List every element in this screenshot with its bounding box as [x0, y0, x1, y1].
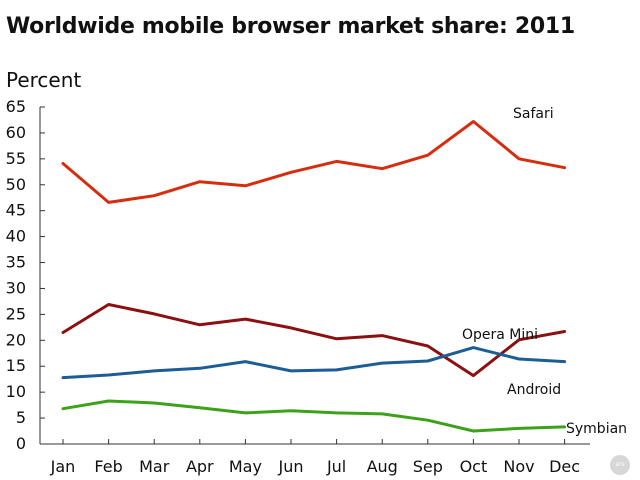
- series-line-opera-mini: [61, 346, 567, 380]
- series-label-android: Android: [507, 382, 561, 398]
- y-tick-label: 35: [6, 253, 26, 272]
- x-tick-label: Feb: [94, 457, 122, 476]
- x-tick-label: May: [229, 457, 262, 476]
- y-tick-label: 65: [6, 97, 26, 116]
- x-tick-label: Nov: [503, 457, 534, 476]
- x-tick-label: Sep: [413, 457, 443, 476]
- y-tick-label: 30: [6, 278, 26, 297]
- y-tick-label: 15: [6, 356, 26, 375]
- y-tick-label: 40: [6, 227, 26, 246]
- axes: 0 5 10 15 20 25 30 35 40 45 50 55 60 65 Jan Feb Mar Apr Ma…: [6, 97, 590, 476]
- y-tick-label: 60: [6, 123, 26, 142]
- y-tick-label: 45: [6, 201, 26, 220]
- series-label-opera-mini: Opera Mini: [462, 327, 538, 343]
- y-tick-label: 55: [6, 149, 26, 168]
- x-tick-label: Oct: [460, 457, 488, 476]
- y-tick-label: 0: [16, 434, 26, 453]
- series-label-symbian: Symbian: [566, 421, 627, 437]
- y-tick-label: 25: [6, 304, 26, 323]
- y-tick-label: 5: [16, 408, 26, 427]
- chart-title: Worldwide mobile browser market share: 2…: [6, 14, 575, 39]
- x-tick-label: Dec: [549, 457, 580, 476]
- y-tick-label: 10: [6, 382, 26, 401]
- series-line-symbian: [61, 399, 567, 433]
- x-tick-label: Mar: [139, 457, 170, 476]
- x-tick-label: Jul: [326, 457, 346, 476]
- x-tick-label: Apr: [186, 457, 214, 476]
- series-label-safari: Safari: [513, 106, 554, 122]
- x-tick-label: Jun: [278, 457, 304, 476]
- y-tick-label: 20: [6, 330, 26, 349]
- series-line-android: [61, 303, 567, 378]
- x-tick-label: Aug: [367, 457, 398, 476]
- series-line-safari: [61, 120, 567, 204]
- series-layer: [61, 120, 567, 433]
- y-axis-label: Percent: [6, 68, 82, 92]
- y-tick-label: 50: [6, 175, 26, 194]
- ars-logo: ars: [610, 455, 630, 475]
- x-tick-label: Jan: [50, 457, 76, 476]
- series-labels: Safari Android Opera Mini Symbian: [462, 106, 627, 437]
